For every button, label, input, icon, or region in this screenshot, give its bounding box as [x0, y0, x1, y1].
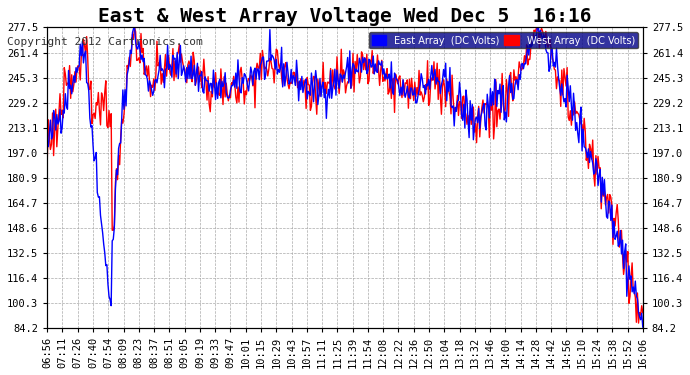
- Title: East & West Array Voltage Wed Dec 5  16:16: East & West Array Voltage Wed Dec 5 16:1…: [98, 7, 592, 26]
- Text: Copyright 2012 Cartronics.com: Copyright 2012 Cartronics.com: [7, 37, 203, 47]
- Legend: East Array  (DC Volts), West Array  (DC Volts): East Array (DC Volts), West Array (DC Vo…: [369, 32, 638, 48]
